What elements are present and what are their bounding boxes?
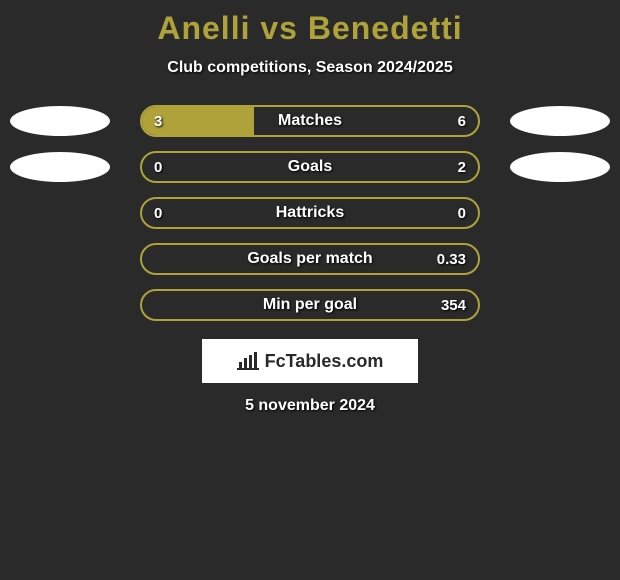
avatar-spacer [10, 244, 110, 274]
player-avatar-left [10, 106, 110, 136]
stat-value-left: 0 [154, 153, 162, 181]
avatar-spacer [510, 290, 610, 320]
stat-label: Goals per match [142, 245, 478, 273]
stat-bar: Matches36 [140, 105, 480, 137]
stat-label: Goals [142, 153, 478, 181]
stat-value-right: 354 [441, 291, 466, 319]
stat-row: Matches36 [0, 105, 620, 137]
stat-value-right: 0.33 [437, 245, 466, 273]
stat-row: Goals0 2 [0, 151, 620, 183]
stat-bar: Hattricks0 0 [140, 197, 480, 229]
stat-row: Min per goal354 [0, 289, 620, 321]
subtitle: Club competitions, Season 2024/2025 [0, 59, 620, 77]
avatar-spacer [510, 244, 610, 274]
stat-bar: Min per goal354 [140, 289, 480, 321]
avatar-spacer [510, 198, 610, 228]
stat-row: Hattricks0 0 [0, 197, 620, 229]
stat-value-right: 6 [458, 107, 466, 135]
stat-value-right: 2 [458, 153, 466, 181]
avatar-spacer [10, 290, 110, 320]
stat-label: Min per goal [142, 291, 478, 319]
player-avatar-left [10, 152, 110, 182]
stat-row: Goals per match0.33 [0, 243, 620, 275]
date-label: 5 november 2024 [0, 397, 620, 415]
stat-label: Hattricks [142, 199, 478, 227]
barchart-icon [237, 352, 259, 370]
page-title: Anelli vs Benedetti [0, 10, 620, 47]
player-avatar-right [510, 106, 610, 136]
stat-value-left: 0 [154, 199, 162, 227]
logo: FcTables.com [237, 351, 384, 372]
player-avatar-right [510, 152, 610, 182]
stat-value-right: 0 [458, 199, 466, 227]
stat-bar: Goals0 2 [140, 151, 480, 183]
logo-text: FcTables.com [265, 351, 384, 372]
bars-container: Matches36Goals02Hattricks00Goals per mat… [0, 105, 620, 321]
stat-bar-fill [142, 107, 254, 135]
comparison-card: Anelli vs Benedetti Club competitions, S… [0, 0, 620, 415]
logo-box: FcTables.com [202, 339, 418, 383]
stat-bar: Goals per match0.33 [140, 243, 480, 275]
avatar-spacer [10, 198, 110, 228]
